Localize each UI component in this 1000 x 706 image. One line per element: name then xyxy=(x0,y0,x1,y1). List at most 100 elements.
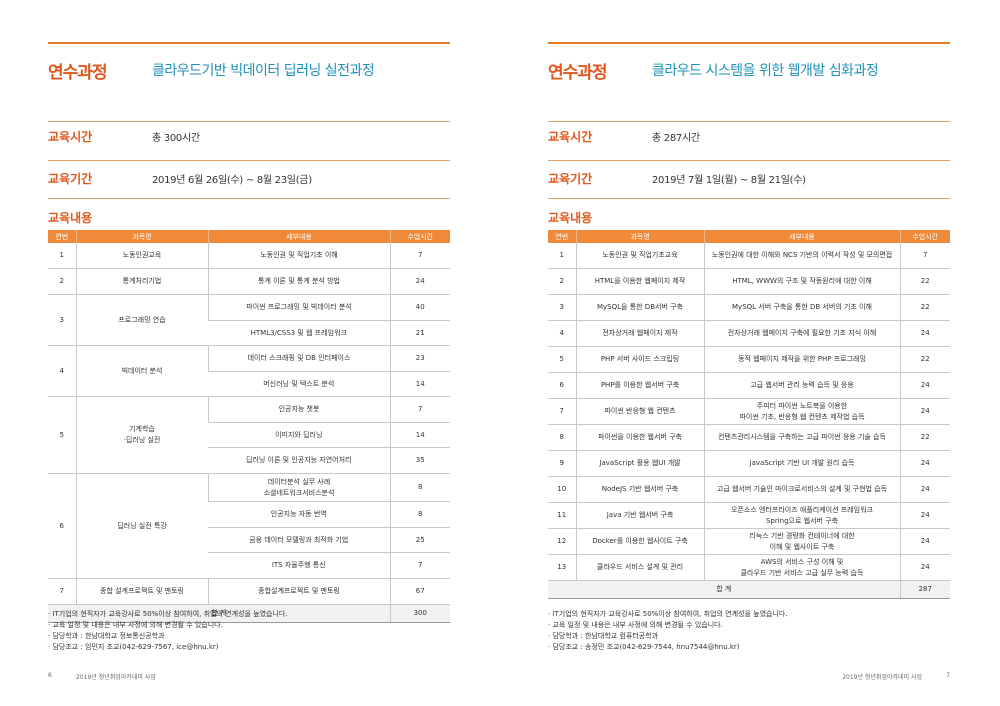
table-row: 6 딥러닝 실전 특강 데이터분석 실무 사례 소셜네트워크서비스분석 8 xyxy=(48,473,450,579)
hours-cell: 22 xyxy=(899,268,950,295)
content-cell: 머신러닝 및 텍스트 분석 xyxy=(208,371,390,397)
content-cell: 데이터분석 실무 사례 소셜네트워크서비스분석 xyxy=(207,473,390,502)
header-content: 세부내용 xyxy=(703,230,900,243)
hours-cell: 7 xyxy=(389,396,450,423)
hours-cell: 23 xyxy=(389,345,450,372)
content-cell: 이미지와 딥러닝 xyxy=(208,422,390,448)
course-label: 연수과정 xyxy=(548,63,608,83)
note-item: · 교육 일정 및 내용은 내부 사정에 의해 변경될 수 있습니다. xyxy=(548,621,723,629)
content-label: 교육내용 xyxy=(48,211,93,225)
content-cell: ITS 자율주행 통신 xyxy=(208,552,390,579)
row-number: 6 xyxy=(48,473,76,579)
subject-cell: 딥러닝 실전 특강 xyxy=(75,473,208,579)
divider xyxy=(548,160,950,161)
table-row: 6 PHP를 이용한 웹서버 구축 고급 웹서버 관리 능력 습득 및 응용 24 xyxy=(548,372,950,399)
table-row: ITS 자율주행 통신 7 xyxy=(48,552,450,579)
divider xyxy=(48,160,450,161)
footer-text: 2019년 청년취업아카데미 사업 xyxy=(842,674,922,681)
subject-cell: 통계처리기법 xyxy=(75,268,208,295)
period-value: 2019년 6월 26일(수) ~ 8월 23일(금) xyxy=(152,175,312,186)
note-item: · 담당조교 : 송정민 조교(042-629-7544, hnu7544@hn… xyxy=(548,643,740,651)
row-number: 3 xyxy=(548,294,576,321)
row-number: 3 xyxy=(48,294,76,346)
table-row: 2 HTML을 이용한 웹페이지 제작 HTML, WWW의 구조 및 작동원리에 … xyxy=(548,268,950,295)
content-cell: 딥러닝 이론 및 인공지능 자연어처리 xyxy=(208,447,390,474)
table-row: 1 노동인권교육 노동인권 및 직업기초 이해 7 xyxy=(48,243,450,269)
table-header-row: 연번 과목명 세부내용 수업시간 xyxy=(548,230,950,243)
total-label: 합 계 xyxy=(48,604,390,623)
total-value: 300 xyxy=(389,604,450,623)
hours-cell: 7 xyxy=(389,552,450,579)
notes: · IT기업의 현직자가 교육강사로 50%이상 참여하여, 취업의 연계성을 … xyxy=(548,609,950,653)
divider xyxy=(548,198,950,199)
hours-cell: 22 xyxy=(899,346,950,373)
hours-cell: 14 xyxy=(389,422,450,448)
period-label: 교육기간 xyxy=(548,172,593,186)
hours-cell: 24 xyxy=(899,398,950,425)
content-cell: 고급 웹서버 관리 능력 습득 및 응용 xyxy=(703,372,900,399)
hours-label: 교육시간 xyxy=(48,130,93,144)
period-label: 교육기간 xyxy=(48,172,93,186)
hours-cell: 24 xyxy=(899,320,950,347)
content-cell: HTML3/CSS3 및 웹 프레임워크 xyxy=(208,320,390,346)
content-cell: 컨텐츠관리시스템을 구축하는 고급 파이썬 응용 기술 습득 xyxy=(703,424,900,451)
hours-cell: 24 xyxy=(389,268,450,295)
hours-cell: 24 xyxy=(899,476,950,503)
table-row: 13 클라우드 서비스 설계 및 관리 AWS의 서비스 구성 이해 및 클라우드 기… xyxy=(548,554,950,581)
content-cell: 노동인권에 대한 이해와 NCS 기반의 이력서 작성 및 모의면접 xyxy=(703,243,900,269)
header-hours: 수업시간 xyxy=(899,230,950,243)
hours-cell: 67 xyxy=(389,578,450,605)
table-row: 12 Docker를 이용한 웹사이트 구축 리눅스 기반 경량화 컨테이너에 대한… xyxy=(548,528,950,555)
total-row: 합 계 300 xyxy=(48,604,450,623)
hours-cell: 8 xyxy=(389,501,450,528)
table-row: 11 Java 기반 웹서버 구축 오픈소스 엔터프라이즈 애플리케이션 프레임워크… xyxy=(548,502,950,529)
total-row: 합 계 287 xyxy=(548,580,950,599)
footer-text: 2019년 청년취업아카데미 사업 xyxy=(76,674,156,681)
note-item: · 담당조교 : 임민지 조교(042-629-7567, ice@hnu.kr… xyxy=(48,643,219,651)
content-cell: 동적 웹페이지 제작을 위한 PHP 프로그래밍 xyxy=(703,346,900,373)
subject-cell: 클라우드 서비스 설계 및 관리 xyxy=(575,554,704,581)
table-row: 이미지와 딥러닝 14 xyxy=(48,422,450,448)
row-number: 10 xyxy=(548,476,576,503)
subject-cell: 노동인권 및 직업기초교육 xyxy=(575,243,704,269)
table-header-row: 연번 과목명 세부내용 수업시간 xyxy=(48,230,450,243)
subject-cell: Java 기반 웹서버 구축 xyxy=(575,502,704,529)
table-row: 5 기계학습 ·딥러닝 실전 인공지능 챗봇 7 xyxy=(48,396,450,474)
hours-cell: 25 xyxy=(389,527,450,553)
hours-cell: 35 xyxy=(389,447,450,474)
hours-cell: 24 xyxy=(899,502,950,529)
hours-cell: 22 xyxy=(899,294,950,321)
header-content: 세부내용 xyxy=(207,230,390,243)
content-label: 교육내용 xyxy=(548,211,593,225)
row-number: 7 xyxy=(48,578,76,605)
hours-cell: 22 xyxy=(899,424,950,451)
notes: · IT기업의 현직자가 교육강사로 50%이상 참여하여, 취업의 연계성을 … xyxy=(48,609,450,653)
subject-cell: 프로그래밍 연습 xyxy=(75,294,208,346)
hours-cell: 24 xyxy=(899,450,950,477)
row-number: 5 xyxy=(48,396,76,474)
row-number: 12 xyxy=(548,528,576,555)
top-rule xyxy=(48,42,450,44)
row-number: 1 xyxy=(548,243,576,269)
hours-cell: 7 xyxy=(899,243,950,269)
row-number: 6 xyxy=(548,372,576,399)
row-number: 13 xyxy=(548,554,576,581)
row-number: 5 xyxy=(548,346,576,373)
total-value: 287 xyxy=(899,580,950,599)
subject-cell: 파이썬을 이용한 웹서버 구축 xyxy=(575,424,704,451)
table-row: 7 종합 설계프로젝트 및 멘토링 종합설계프로젝트 및 멘토링 67 xyxy=(48,578,450,605)
row-number: 11 xyxy=(548,502,576,529)
course-title-row: 연수과정 클라우드기반 빅데이터 딥러닝 실전과정 xyxy=(48,58,450,83)
header-no: 연번 xyxy=(548,230,576,243)
divider xyxy=(48,121,450,122)
content-cell: 데이터 스크래핑 및 DB 인터페이스 xyxy=(207,345,390,372)
course-label: 연수과정 xyxy=(48,63,108,83)
content-cell: 통계 이론 및 통계 분석 방법 xyxy=(207,268,390,295)
period-value: 2019년 7월 1일(월) ~ 8월 21일(수) xyxy=(652,175,806,186)
hours-cell: 21 xyxy=(389,320,450,346)
divider xyxy=(548,121,950,122)
hours-value: 총 300시간 xyxy=(152,133,200,144)
subject-cell: MySQL을 통한 DB서버 구축 xyxy=(575,294,704,321)
hours-cell: 7 xyxy=(389,243,450,269)
content-cell: JavaScript 기반 UI 개발 원리 습득 xyxy=(703,450,900,477)
